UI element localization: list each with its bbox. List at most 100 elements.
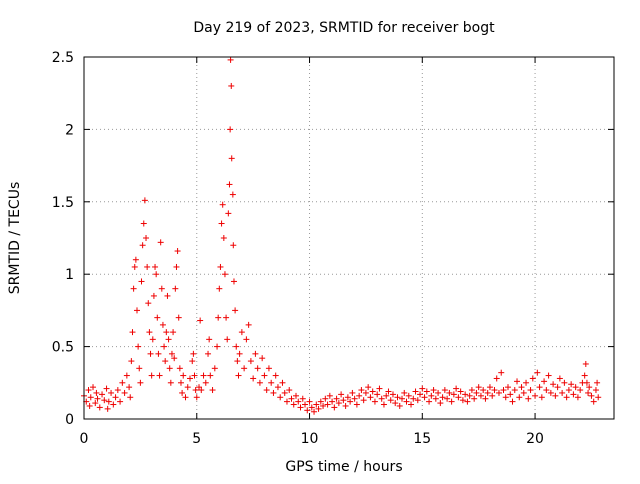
data-point	[502, 394, 509, 401]
data-point	[405, 392, 412, 399]
data-point	[250, 375, 257, 382]
data-point	[331, 404, 338, 411]
data-point	[193, 394, 200, 401]
data-point	[147, 350, 154, 357]
data-point	[235, 372, 242, 379]
data-point	[150, 292, 157, 299]
data-point	[374, 391, 381, 398]
data-point	[349, 389, 356, 396]
data-point	[290, 401, 297, 408]
data-point	[421, 394, 428, 401]
data-point	[229, 191, 236, 198]
data-point	[158, 285, 165, 292]
data-point	[190, 350, 197, 357]
data-point	[174, 248, 181, 255]
data-point	[322, 395, 329, 402]
data-point	[392, 400, 399, 407]
data-point	[507, 391, 514, 398]
data-point	[423, 388, 430, 395]
data-point	[446, 389, 453, 396]
data-point	[362, 389, 369, 396]
data-point	[369, 388, 376, 395]
data-point	[177, 379, 184, 386]
data-point	[205, 350, 212, 357]
ticks-layer: 0 5 10 15 20 0 0.5 1 1.5 2 2.5	[52, 50, 614, 447]
data-point	[520, 389, 527, 396]
data-point	[315, 405, 322, 412]
data-point	[230, 242, 237, 249]
data-point	[214, 343, 221, 350]
y-axis-label: SRMTID / TECUs	[7, 182, 23, 295]
y-tick-label: 0	[65, 412, 74, 428]
data-point	[200, 372, 207, 379]
data-point	[152, 263, 159, 270]
data-point	[538, 394, 545, 401]
data-point	[432, 395, 439, 402]
data-point	[326, 392, 333, 399]
data-point	[462, 391, 469, 398]
data-point	[140, 220, 147, 227]
data-point	[123, 372, 130, 379]
data-point	[394, 394, 401, 401]
x-tick-label: 5	[192, 431, 201, 447]
data-point	[167, 379, 174, 386]
data-point	[272, 372, 279, 379]
data-point	[313, 401, 320, 408]
data-point	[211, 365, 218, 372]
data-point	[172, 285, 179, 292]
data-point	[247, 358, 254, 365]
data-point	[227, 126, 234, 133]
data-point	[225, 210, 232, 217]
data-point	[141, 197, 148, 204]
data-point	[92, 400, 99, 407]
data-point	[550, 381, 557, 388]
data-point	[180, 372, 187, 379]
data-point	[525, 395, 532, 402]
data-point	[335, 400, 342, 407]
data-point	[399, 395, 405, 402]
data-point	[221, 271, 228, 278]
data-point	[236, 350, 243, 357]
data-point	[514, 378, 521, 385]
data-point	[254, 365, 261, 372]
data-point	[534, 369, 541, 376]
points-layer	[81, 56, 602, 415]
data-point	[588, 392, 595, 399]
plot-frame	[83, 56, 615, 420]
data-point	[441, 387, 448, 394]
data-point	[570, 391, 577, 398]
data-point	[371, 398, 378, 405]
data-point	[500, 387, 507, 394]
data-point	[274, 384, 281, 391]
data-point	[297, 404, 304, 411]
data-point	[162, 358, 169, 365]
data-point	[574, 394, 581, 401]
data-point	[96, 404, 103, 411]
data-point	[270, 389, 277, 396]
data-point	[206, 336, 213, 343]
data-point	[594, 379, 601, 386]
data-point	[192, 387, 199, 394]
data-point	[175, 314, 182, 321]
data-point	[85, 387, 92, 394]
data-point	[220, 235, 227, 241]
data-point	[218, 220, 225, 227]
data-point	[389, 391, 396, 398]
data-point	[577, 387, 584, 394]
data-point	[543, 387, 550, 394]
data-point	[559, 389, 566, 396]
data-point	[516, 394, 523, 401]
data-point	[450, 391, 457, 398]
y-tick-label: 0.5	[52, 340, 74, 356]
data-point	[358, 387, 365, 394]
data-point	[448, 398, 455, 405]
data-point	[137, 379, 144, 386]
data-point	[263, 387, 270, 394]
data-point	[509, 398, 516, 405]
data-point	[457, 388, 464, 395]
data-point	[182, 394, 189, 401]
data-point	[286, 387, 293, 394]
data-point	[114, 387, 121, 394]
data-point	[261, 372, 268, 379]
